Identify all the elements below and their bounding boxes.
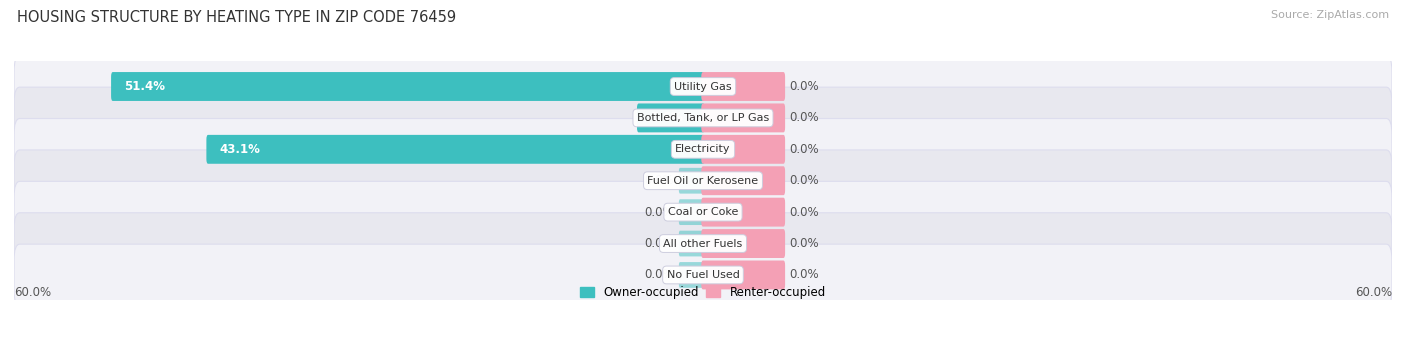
Text: 43.1%: 43.1% [219, 143, 260, 156]
Text: Utility Gas: Utility Gas [675, 81, 731, 91]
Text: 51.4%: 51.4% [124, 80, 166, 93]
Text: All other Fuels: All other Fuels [664, 239, 742, 249]
Text: 0.0%: 0.0% [789, 143, 818, 156]
Text: 60.0%: 60.0% [1355, 285, 1392, 298]
Text: 0.0%: 0.0% [645, 174, 675, 187]
Text: 0.0%: 0.0% [789, 268, 818, 281]
Text: 0.0%: 0.0% [789, 206, 818, 219]
Text: 0.0%: 0.0% [789, 237, 818, 250]
FancyBboxPatch shape [702, 166, 785, 195]
FancyBboxPatch shape [702, 103, 785, 132]
FancyBboxPatch shape [637, 103, 704, 132]
Legend: Owner-occupied, Renter-occupied: Owner-occupied, Renter-occupied [579, 286, 827, 299]
FancyBboxPatch shape [14, 181, 1392, 243]
Text: 0.0%: 0.0% [789, 80, 818, 93]
FancyBboxPatch shape [679, 199, 704, 225]
FancyBboxPatch shape [14, 119, 1392, 180]
Text: Coal or Coke: Coal or Coke [668, 207, 738, 217]
Text: 0.0%: 0.0% [645, 268, 675, 281]
Text: Source: ZipAtlas.com: Source: ZipAtlas.com [1271, 10, 1389, 20]
Text: Bottled, Tank, or LP Gas: Bottled, Tank, or LP Gas [637, 113, 769, 123]
FancyBboxPatch shape [702, 261, 785, 290]
Text: 0.0%: 0.0% [645, 206, 675, 219]
FancyBboxPatch shape [679, 231, 704, 256]
FancyBboxPatch shape [679, 168, 704, 194]
FancyBboxPatch shape [14, 213, 1392, 274]
Text: Fuel Oil or Kerosene: Fuel Oil or Kerosene [647, 176, 759, 186]
FancyBboxPatch shape [702, 198, 785, 226]
FancyBboxPatch shape [14, 244, 1392, 306]
FancyBboxPatch shape [14, 56, 1392, 117]
FancyBboxPatch shape [14, 87, 1392, 149]
FancyBboxPatch shape [111, 72, 704, 101]
FancyBboxPatch shape [702, 229, 785, 258]
FancyBboxPatch shape [207, 135, 704, 164]
Text: 0.0%: 0.0% [789, 112, 818, 124]
Text: 0.0%: 0.0% [789, 174, 818, 187]
FancyBboxPatch shape [679, 262, 704, 288]
Text: HOUSING STRUCTURE BY HEATING TYPE IN ZIP CODE 76459: HOUSING STRUCTURE BY HEATING TYPE IN ZIP… [17, 10, 456, 25]
Text: Electricity: Electricity [675, 144, 731, 154]
FancyBboxPatch shape [702, 72, 785, 101]
Text: 60.0%: 60.0% [14, 285, 51, 298]
FancyBboxPatch shape [702, 135, 785, 164]
Text: 5.6%: 5.6% [650, 112, 683, 124]
Text: 0.0%: 0.0% [645, 237, 675, 250]
FancyBboxPatch shape [14, 150, 1392, 211]
Text: No Fuel Used: No Fuel Used [666, 270, 740, 280]
